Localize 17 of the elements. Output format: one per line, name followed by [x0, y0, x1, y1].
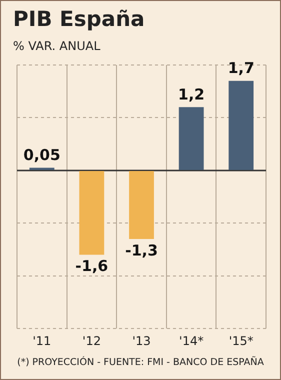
data-label: 1,7 [228, 59, 254, 78]
data-label: -1,6 [75, 257, 108, 276]
bar [79, 170, 104, 255]
text: (*) PROYECCIÓN - FUENTE: FMI - BANCO DE ESPAÑA [16, 357, 265, 368]
data-label: 1,2 [178, 86, 205, 104]
bar [178, 107, 204, 170]
data-label: 0,05 [23, 146, 60, 164]
x-tick-label: '13 [132, 334, 151, 348]
x-tick-label: '15* [228, 334, 254, 348]
x-tick-label: '11 [32, 334, 52, 348]
chart-subtitle: % VAR. ANUAL [13, 39, 100, 53]
x-tick-label: '12 [82, 334, 101, 348]
bar [228, 80, 254, 170]
bar [129, 170, 154, 239]
chart-title: PIB España [13, 7, 145, 31]
x-tick-label: '14* [179, 334, 204, 348]
data-label: -1,3 [125, 241, 158, 260]
